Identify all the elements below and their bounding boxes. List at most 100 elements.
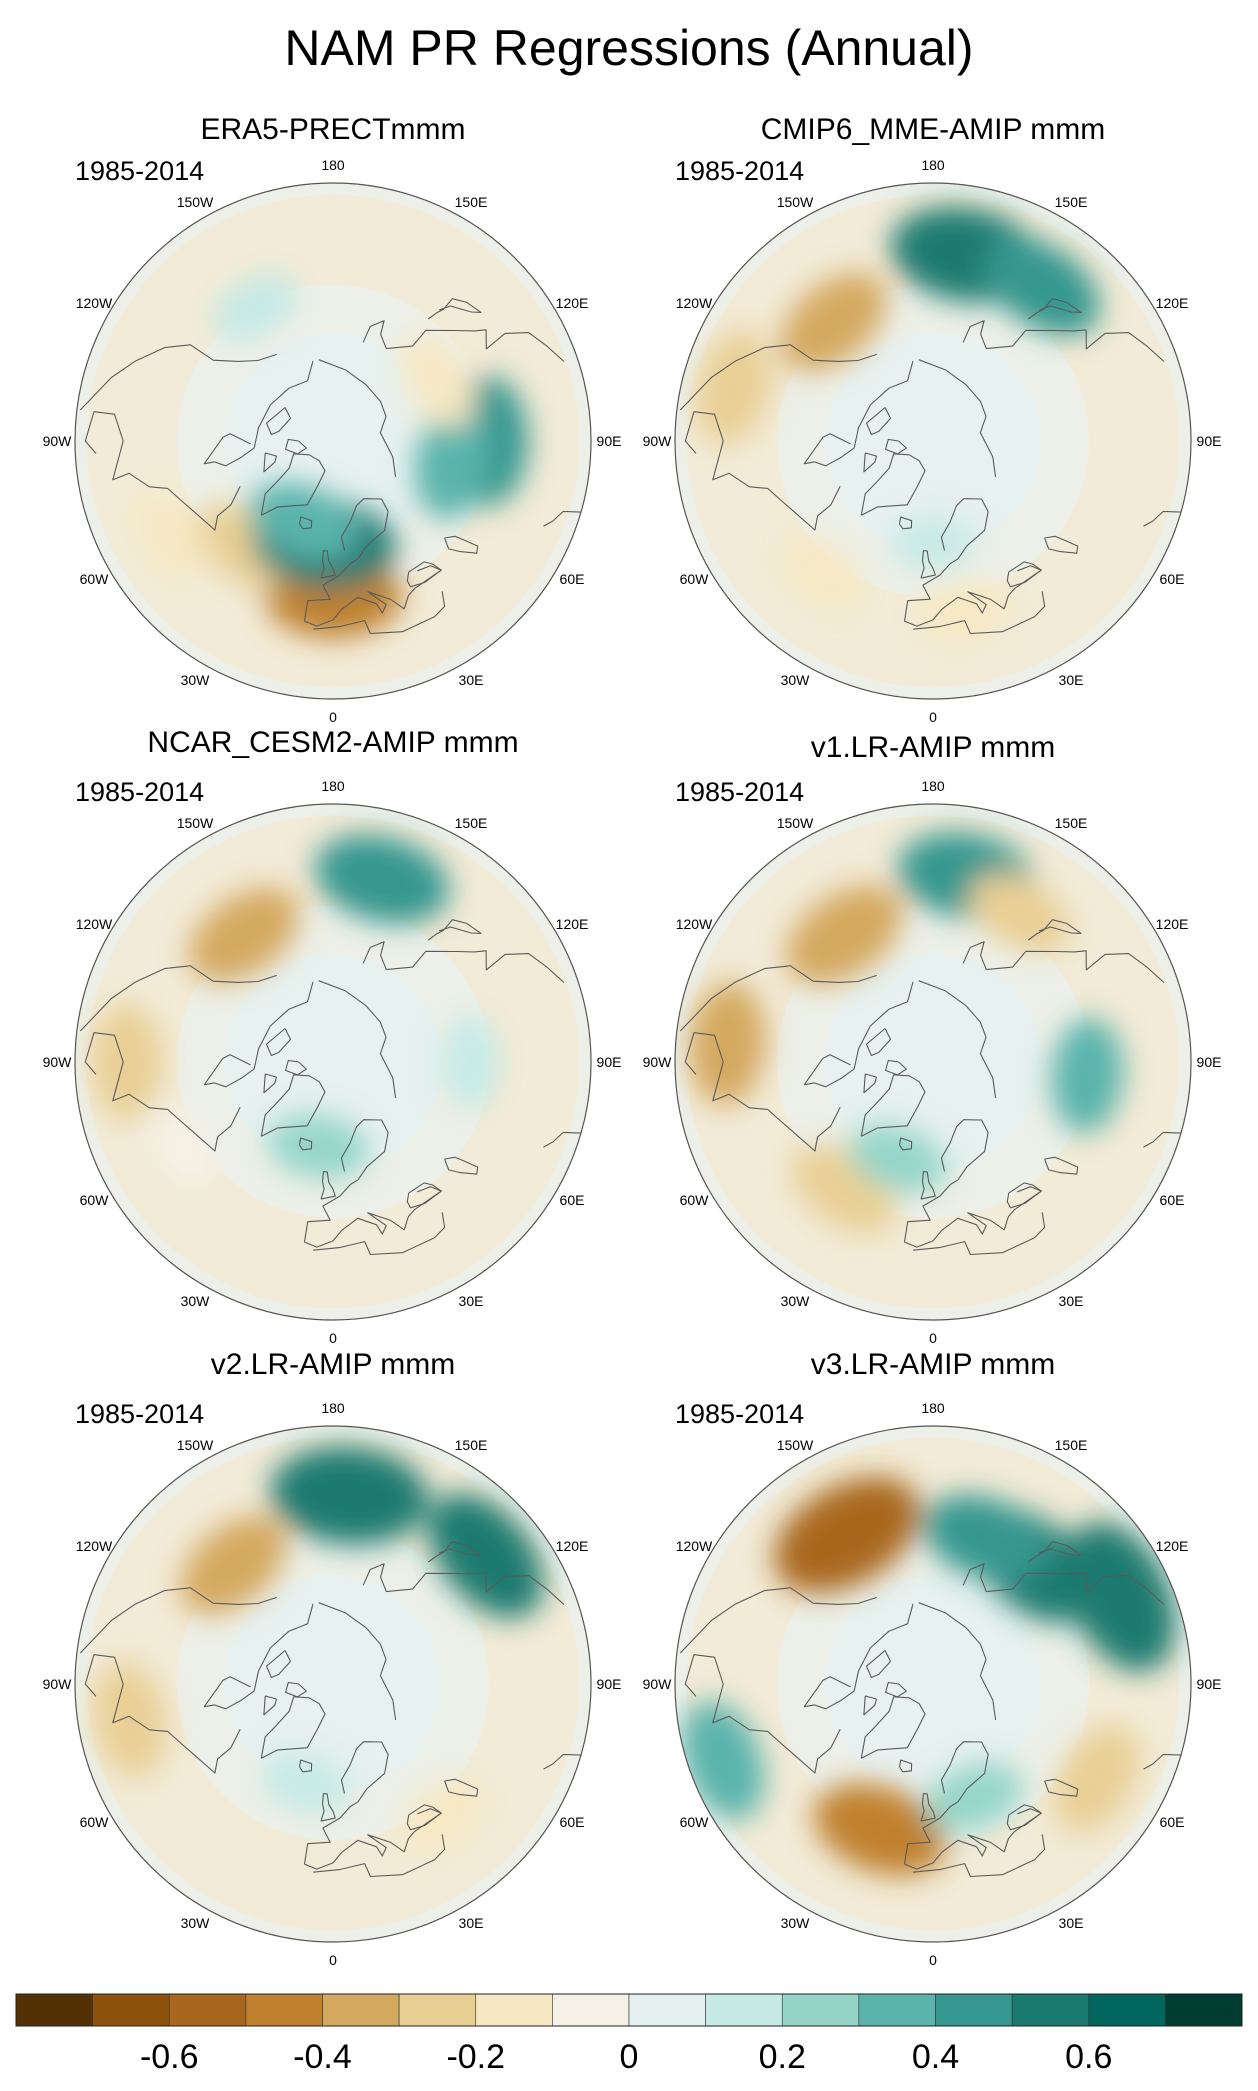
coastline <box>79 344 277 411</box>
coastline <box>427 1541 482 1563</box>
longitude-label: 90W <box>643 1676 673 1692</box>
longitude-label: 0 <box>929 709 937 725</box>
longitude-label: 30W <box>781 1293 811 1309</box>
coastline <box>298 516 313 530</box>
longitude-label: 60E <box>560 1192 585 1208</box>
coastline <box>913 591 1046 635</box>
longitude-label: 120W <box>676 916 713 932</box>
coastline <box>865 407 892 436</box>
precip-anomaly <box>925 1763 1024 1832</box>
coastline <box>303 1119 442 1248</box>
coastlines <box>679 298 1191 635</box>
coastline <box>918 980 997 1099</box>
longitude-label: 60W <box>680 571 710 587</box>
longitude-label: 120E <box>1156 295 1189 311</box>
precip-anomaly <box>402 1778 485 1854</box>
longitude-label: 150W <box>777 1437 814 1453</box>
longitude-label: 150E <box>455 815 488 831</box>
precip-anomaly <box>889 517 977 571</box>
coastline <box>903 1741 1042 1870</box>
coastline <box>427 919 482 941</box>
coastline <box>898 1137 913 1151</box>
map-panel: 180 150E 120E 90E 60E 30E 0 30W 60W 90W 120W 150W NC… <box>43 726 622 1346</box>
coastline <box>885 438 907 455</box>
longitude-label: 90W <box>643 433 673 449</box>
coastline <box>863 452 878 473</box>
coastline <box>444 535 479 554</box>
precip-anomaly <box>780 273 887 372</box>
coastline <box>203 1603 314 1710</box>
coastline <box>320 550 336 579</box>
coastline <box>79 965 277 1032</box>
panel-title: v2.LR-AMIP mmm <box>211 1348 455 1381</box>
coastline <box>918 1602 997 1721</box>
precip-anomaly <box>814 1783 947 1876</box>
longitude-label: 30E <box>459 1293 484 1309</box>
longitude-label: 30E <box>1059 672 1084 688</box>
longitude-label: 150E <box>455 1437 488 1453</box>
coastline <box>79 1587 277 1654</box>
panel-title: CMIP6_MME-AMIP mmm <box>761 113 1105 146</box>
coastline <box>1027 1541 1082 1563</box>
map-panel: 180 150E 120E 90E 60E 30E 0 30W 60W 90W 120W 150W CM… <box>643 113 1222 725</box>
coastline <box>865 1650 892 1679</box>
map-boundary <box>674 1425 1192 1943</box>
longitude-label: 60W <box>680 1192 710 1208</box>
coastline <box>265 1028 292 1057</box>
coastline <box>684 411 841 531</box>
map-panel: 180 150E 120E 90E 60E 30E 0 30W 60W 90W 120W 150W ER… <box>43 113 622 725</box>
longitude-label: 60W <box>80 1192 110 1208</box>
longitude-label: 30E <box>1059 1915 1084 1931</box>
coastline <box>962 1563 1165 1605</box>
coastline <box>903 498 1042 627</box>
longitude-label: 150W <box>177 815 214 831</box>
longitude-label: 180 <box>321 1400 345 1416</box>
longitude-label: 180 <box>921 1400 945 1416</box>
coastline <box>684 1032 841 1152</box>
precip-anomaly <box>1054 1725 1140 1832</box>
map-panel: 180 150E 120E 90E 60E 30E 0 30W 60W 90W 120W 150W v3… <box>643 1348 1222 1968</box>
coastline <box>913 1212 1046 1256</box>
map-panel: 180 150E 120E 90E 60E 30E 0 30W 60W 90W 120W 150W v2… <box>43 1348 622 1968</box>
longitude-label: 90E <box>597 1676 622 1692</box>
coastline <box>303 498 442 627</box>
longitude-label: 90W <box>43 1676 73 1692</box>
longitude-label: 60E <box>560 1814 585 1830</box>
map-boundary <box>674 803 1192 1321</box>
coastline <box>803 1603 914 1710</box>
longitude-label: 180 <box>921 157 945 173</box>
coastline <box>860 1074 926 1137</box>
coastline <box>203 981 314 1088</box>
longitude-label: 90E <box>1197 1676 1222 1692</box>
coastline <box>260 1696 326 1759</box>
map-boundary <box>74 1425 592 1943</box>
precip-anomaly <box>415 404 489 520</box>
longitude-label: 120W <box>676 1538 713 1554</box>
longitude-label: 60E <box>1160 571 1185 587</box>
precip-anomaly <box>152 1107 216 1189</box>
coastline <box>1006 1804 1042 1831</box>
longitude-label: 90W <box>43 1054 73 1070</box>
coastline <box>679 965 877 1032</box>
coastline <box>313 1212 446 1256</box>
coastline <box>203 360 314 467</box>
precip-anomaly <box>969 873 1069 953</box>
coastline <box>298 1137 313 1151</box>
polar-cap-anomaly <box>824 332 1042 550</box>
coastline <box>265 407 292 436</box>
precip-anomaly <box>270 1446 429 1545</box>
coastline <box>285 1059 307 1076</box>
longitude-label: 0 <box>329 1330 337 1346</box>
coastline <box>263 1073 278 1094</box>
longitude-label: 120W <box>76 916 113 932</box>
coastline <box>898 516 913 530</box>
longitude-label: 90W <box>643 1054 673 1070</box>
coastline <box>962 320 1165 362</box>
coastline <box>885 1059 907 1076</box>
coastline <box>1027 298 1082 320</box>
longitude-label: 120E <box>1156 1538 1189 1554</box>
longitude-label: 150E <box>455 194 488 210</box>
longitude-label: 90E <box>597 1054 622 1070</box>
coastlines <box>79 298 591 635</box>
coastline <box>1006 561 1042 588</box>
